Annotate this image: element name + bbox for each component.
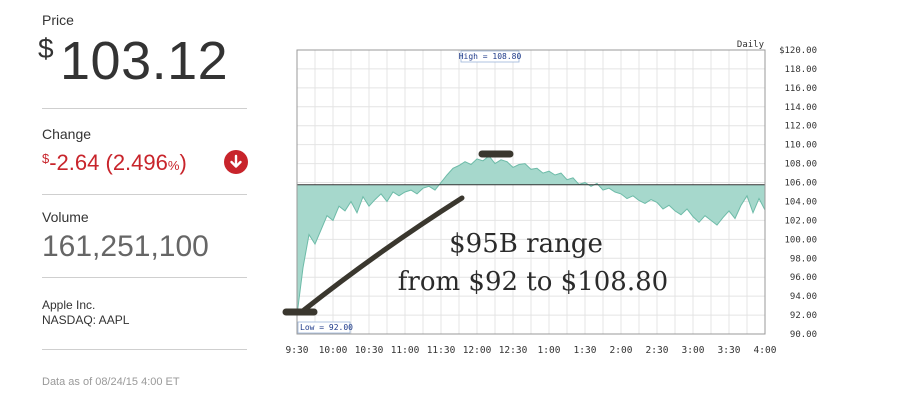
y-tick-label: 90.00 [790, 330, 817, 340]
divider [42, 194, 247, 195]
price-line [296, 155, 766, 316]
y-tick-label: 94.00 [790, 292, 817, 302]
y-tick-label: 114.00 [784, 103, 817, 113]
change-value: -2.64 (2.496 [49, 150, 168, 175]
y-tick-label: 100.00 [784, 235, 817, 245]
company-info: Apple Inc. NASDAQ: AAPL [42, 298, 129, 328]
volume-value: 161,251,100 [42, 230, 209, 263]
divider [42, 277, 247, 278]
y-tick-label: $120.00 [779, 46, 817, 56]
y-tick-label: 118.00 [784, 65, 817, 75]
x-tick-label: 10:00 [319, 345, 348, 356]
y-tick-label: 116.00 [784, 84, 817, 94]
y-tick-label: 104.00 [784, 197, 817, 207]
exchange-ticker: NASDAQ: AAPL [42, 313, 130, 327]
chart-svg: $120.00 118.00 116.00 114.00 112.00 110.00 108… [282, 40, 817, 356]
x-tick-label: 9:30 [286, 345, 309, 356]
y-axis-ticks: $120.00 118.00 116.00 114.00 112.00 110.00 108… [779, 46, 817, 340]
plot-frame [296, 49, 766, 335]
y-tick-label: 110.00 [784, 141, 817, 151]
x-tick-label: 11:00 [391, 345, 420, 356]
range-arrow [301, 195, 465, 313]
period-label: Daily [737, 40, 765, 50]
annotation-line-2: from $92 to $108.80 [398, 267, 668, 297]
change-label: Change [42, 126, 92, 142]
divider [42, 108, 247, 109]
x-tick-label: 12:30 [499, 345, 528, 356]
price-value: 103.12 [60, 31, 229, 91]
y-tick-label: 102.00 [784, 216, 817, 226]
x-tick-label: 4:00 [754, 345, 777, 356]
y-tick-label: 108.00 [784, 160, 817, 170]
y-tick-label: 92.00 [790, 311, 817, 321]
change-value-row: $-2.64 (2.496%) [42, 150, 187, 176]
x-tick-label: 1:00 [538, 345, 561, 356]
price-label: Price [42, 12, 74, 28]
x-tick-label: 3:30 [718, 345, 741, 356]
divider [42, 349, 247, 350]
price-currency: $ [38, 33, 54, 64]
change-close-paren: ) [179, 150, 187, 175]
handwritten-annotation: $95B range from $92 to $108.80 [282, 150, 668, 316]
arrow-down-circle-icon [224, 150, 248, 174]
x-axis-ticks: 9:30 10:00 10:30 11:00 11:30 12:00 12:30 1:00 1:… [286, 345, 777, 356]
low-label-box [297, 321, 351, 334]
x-tick-label: 2:00 [610, 345, 633, 356]
x-tick-label: 12:00 [463, 345, 492, 356]
x-tick-label: 3:00 [682, 345, 705, 356]
data-as-of: Data as of 08/24/15 4:00 ET [42, 376, 180, 388]
company-name: Apple Inc. [42, 298, 96, 312]
x-tick-label: 2:30 [646, 345, 669, 356]
x-tick-label: 1:30 [574, 345, 597, 356]
x-tick-label: 11:30 [427, 345, 456, 356]
price-area [297, 156, 765, 316]
y-tick-label: 112.00 [784, 122, 817, 132]
volume-label: Volume [42, 209, 89, 225]
high-label: High = 108.80 [459, 52, 522, 61]
x-tick-label: 10:30 [355, 345, 384, 356]
y-tick-label: 98.00 [790, 254, 817, 264]
y-tick-label: 106.00 [784, 179, 817, 189]
y-tick-label: 96.00 [790, 273, 817, 283]
high-label-box [460, 50, 520, 63]
change-currency: $ [42, 151, 50, 166]
quote-panel: Price $ 103.12 Change $-2.64 (2.496%) Vo… [0, 0, 260, 412]
price-chart: $120.00 118.00 116.00 114.00 112.00 110.00 108… [270, 36, 900, 366]
change-percent-sign: % [167, 158, 180, 173]
annotation-line-1: $95B range [449, 229, 603, 259]
low-label: Low = 92.00 [300, 323, 353, 332]
